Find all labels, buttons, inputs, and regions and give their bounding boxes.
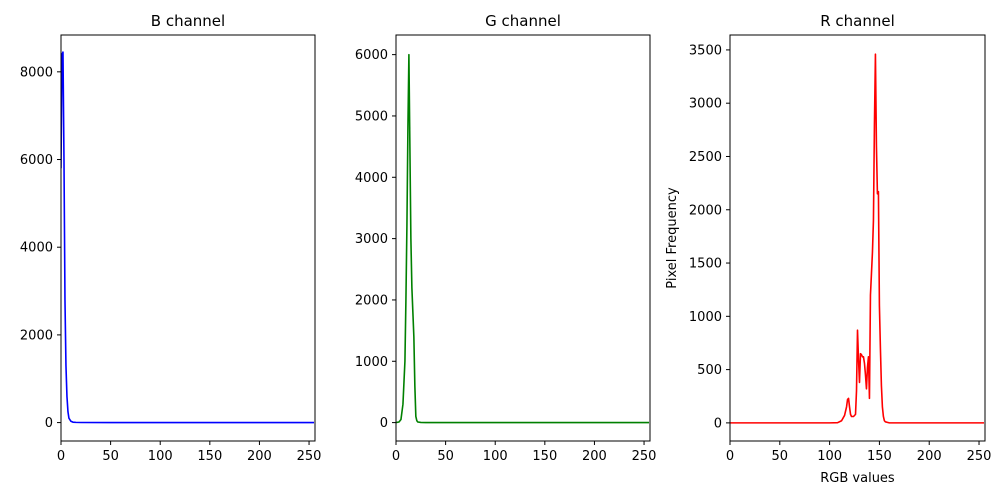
r-channel-x-tick-label: 250 xyxy=(967,449,992,464)
r-channel-y-tick-label: 500 xyxy=(697,363,722,378)
b-channel-y-tick-label: 0 xyxy=(45,416,53,431)
r-channel-y-tick-label: 2500 xyxy=(689,150,722,165)
g-channel-x-tick-label: 250 xyxy=(632,449,657,464)
g-channel-y-tick-label: 5000 xyxy=(355,109,388,124)
r-channel-x-tick-label: 100 xyxy=(817,449,842,464)
g-channel-x-tick-label: 0 xyxy=(392,449,400,464)
g-channel-y-tick-label: 6000 xyxy=(355,48,388,63)
r-channel-y-tick-label: 2000 xyxy=(689,203,722,218)
g-channel-x-tick-label: 150 xyxy=(532,449,557,464)
b-channel-y-tick-label: 6000 xyxy=(20,153,53,168)
b-channel-x-tick-label: 100 xyxy=(148,449,173,464)
r-channel-y-tick-label: 1000 xyxy=(689,310,722,325)
r-channel-x-tick-label: 150 xyxy=(867,449,892,464)
r-channel-x-tick-label: 50 xyxy=(772,449,789,464)
b-channel-y-tick-label: 8000 xyxy=(20,65,53,80)
b-channel-x-tick-label: 50 xyxy=(102,449,119,464)
r-channel-y-tick-label: 1500 xyxy=(689,257,722,272)
r-channel-y-tick-label: 3500 xyxy=(689,43,722,58)
b-channel-axes-frame xyxy=(60,34,316,442)
g-channel-series-line xyxy=(396,53,650,424)
r-channel-y-axis-label: Pixel Frequency xyxy=(665,187,680,289)
g-channel-y-tick-label: 4000 xyxy=(355,171,388,186)
r-channel-series-line xyxy=(730,53,984,424)
r-channel-y-tick-label: 3000 xyxy=(689,97,722,112)
b-channel-x-tick-label: 200 xyxy=(247,449,272,464)
r-channel-axes-frame xyxy=(729,34,986,442)
b-channel-series-line xyxy=(61,51,315,424)
r-channel-x-tick-label: 0 xyxy=(726,449,734,464)
b-channel-y-tick-label: 4000 xyxy=(20,241,53,256)
g-channel-y-tick-label: 0 xyxy=(380,416,388,431)
b-channel-x-tick-label: 250 xyxy=(297,449,322,464)
g-channel-x-tick-label: 100 xyxy=(483,449,508,464)
g-channel-axes-frame xyxy=(395,34,651,442)
b-channel-x-tick-label: 150 xyxy=(197,449,222,464)
g-channel-x-tick-label: 50 xyxy=(437,449,454,464)
g-channel-x-tick-label: 200 xyxy=(582,449,607,464)
g-channel-y-tick-label: 3000 xyxy=(355,232,388,247)
r-channel-y-tick-label: 0 xyxy=(714,416,722,431)
b-channel-title: B channel xyxy=(151,12,225,30)
g-channel-y-tick-label: 1000 xyxy=(355,355,388,370)
b-channel-x-tick-label: 0 xyxy=(57,449,65,464)
r-channel-x-axis-label: RGB values xyxy=(820,471,895,486)
b-channel-plot: 0 50 100 150 200 250 0 2000 4000 6000 8000 B channe… xyxy=(20,12,322,464)
r-channel-x-tick-label: 200 xyxy=(917,449,942,464)
r-channel-title: R channel xyxy=(820,12,895,30)
b-channel-y-tick-label: 2000 xyxy=(20,328,53,343)
r-channel-plot: 0 50 100 150 200 2500500100015002000250030003… xyxy=(665,12,991,486)
g-channel-title: G channel xyxy=(485,12,561,30)
g-channel-y-tick-label: 2000 xyxy=(355,293,388,308)
g-channel-plot: 0 50 100 150 200 250 0 1000 2000 3000 4000 5000 6000… xyxy=(355,12,657,464)
